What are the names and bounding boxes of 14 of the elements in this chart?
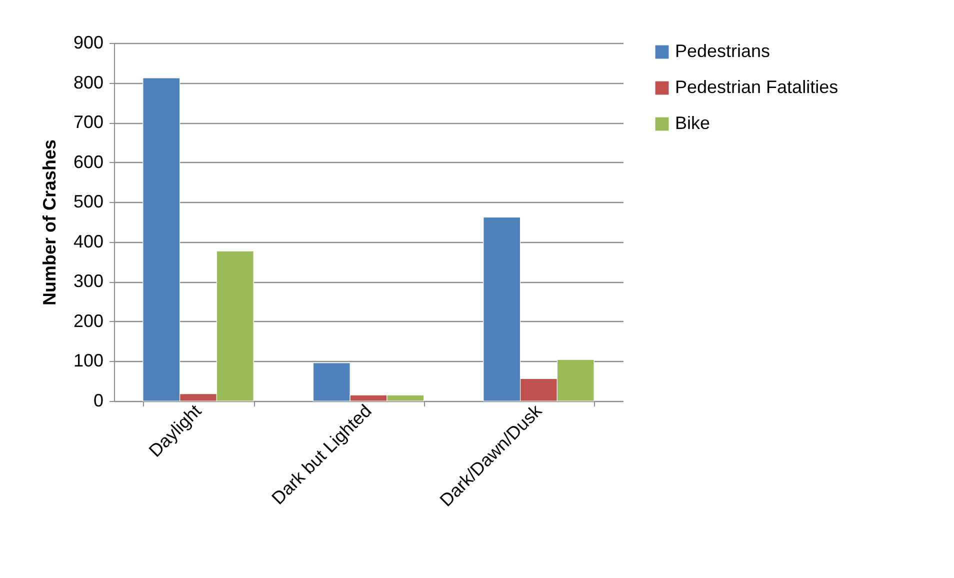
- legend-label: Pedestrian Fatalities: [675, 77, 838, 97]
- legend-label: Pedestrians: [675, 41, 770, 61]
- y-tick-label: 500: [73, 192, 104, 212]
- y-tick-label: 400: [73, 231, 104, 252]
- y-tick-label: 200: [73, 310, 104, 331]
- legend-label: Bike: [675, 113, 710, 133]
- y-axis-title: Number of Crashes: [39, 139, 60, 306]
- y-tick-label: 600: [73, 152, 104, 172]
- y-tick-label: 0: [93, 390, 104, 410]
- y-tick-label: 800: [73, 72, 104, 92]
- y-tick-label: 100: [73, 350, 104, 371]
- y-tick-label: 900: [73, 32, 104, 52]
- y-tick-label: 300: [73, 271, 104, 292]
- y-tick-label: 700: [73, 112, 104, 132]
